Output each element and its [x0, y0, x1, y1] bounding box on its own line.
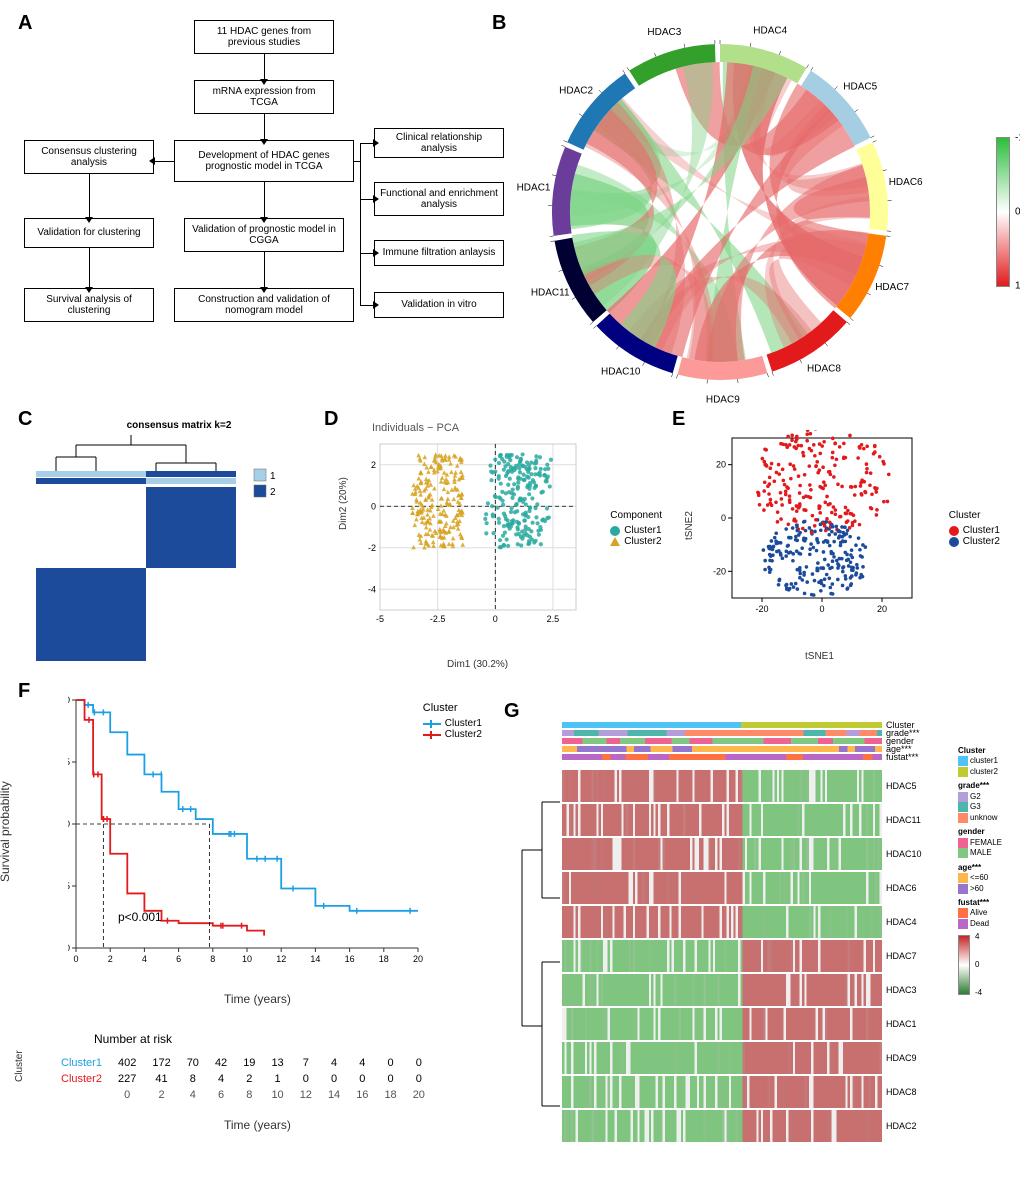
svg-text:2: 2	[270, 487, 276, 498]
panel-d-pca: Individuals − PCA -5 -2.5 0 2.5 -4 -2 0 2 Dim1 …	[332, 420, 662, 670]
tsne-legend-c1: Cluster1	[949, 525, 1000, 536]
survival-plot: 0 2 4 6 8 10 12 14 16 18 20 0.00 0.25 0.50 0.75 1.00	[68, 692, 448, 992]
svg-text:-2.5: -2.5	[430, 614, 446, 624]
panel-g-heatmap: Clustergrade***genderage***fustat***HDAC…	[512, 712, 1002, 1182]
pca-plot: -5 -2.5 0 2.5 -4 -2 0 2	[362, 434, 602, 654]
svg-text:2.5: 2.5	[547, 614, 560, 624]
flowchart-node: Clinical relationship analysis	[374, 128, 504, 158]
dot-icon	[949, 537, 959, 547]
survival-pvalue: p<0.001	[118, 910, 162, 924]
flowchart-node: Validation in vitro	[374, 292, 504, 318]
svg-text:8: 8	[210, 954, 215, 964]
svg-text:HDAC9: HDAC9	[706, 395, 740, 406]
svg-text:0.00: 0.00	[68, 943, 70, 953]
panel-c-consensus: consensus matrix k=2 12	[24, 420, 314, 670]
risk-table-block: Number at risk Cluster Cluster1402172704…	[24, 1032, 494, 1104]
svg-text:2: 2	[108, 954, 113, 964]
flowchart-node: Functional and enrichment analysis	[374, 182, 504, 216]
tsne-plot: -20 0 20 -20 0 20	[708, 430, 938, 640]
svg-text:HDAC2: HDAC2	[559, 86, 593, 97]
svg-text:HDAC8: HDAC8	[807, 363, 841, 374]
svg-text:16: 16	[345, 954, 355, 964]
pca-legend-c1: Cluster1	[610, 525, 662, 536]
svg-text:HDAC7: HDAC7	[875, 282, 909, 293]
svg-text:0: 0	[721, 513, 726, 523]
svg-text:0: 0	[371, 501, 376, 511]
tsne-legend-c2: Cluster2	[949, 536, 1000, 547]
svg-text:HDAC4: HDAC4	[753, 25, 787, 36]
svg-text:0: 0	[493, 614, 498, 624]
pca-legend: Component Cluster1 Cluster2	[610, 510, 662, 547]
svg-text:-20: -20	[713, 566, 726, 576]
svg-text:-4: -4	[368, 584, 376, 594]
svg-text:2: 2	[371, 460, 376, 470]
svg-text:14: 14	[310, 954, 320, 964]
panel-e-tsne: -20 0 20 -20 0 20 tSNE1 tSNE2 Cluster Cluster…	[680, 420, 1000, 670]
pca-legend-c2: Cluster2	[610, 536, 662, 547]
chord-legend-min: -1	[1015, 133, 1020, 144]
svg-text:20: 20	[877, 604, 887, 614]
svg-text:-20: -20	[755, 604, 768, 614]
svg-text:HDAC1: HDAC1	[517, 183, 551, 194]
chord-legend-max: 1	[1015, 281, 1020, 292]
tsne-legend-title: Cluster	[949, 510, 1000, 521]
flowchart-node: Development of HDAC genes prognostic mod…	[174, 140, 354, 182]
flowchart-node: Validation of prognostic model in CGGA	[184, 218, 344, 252]
svg-text:20: 20	[716, 460, 726, 470]
svg-text:0: 0	[819, 604, 824, 614]
svg-text:-2: -2	[368, 543, 376, 553]
svg-text:0.50: 0.50	[68, 819, 70, 829]
svg-text:6: 6	[176, 954, 181, 964]
svg-text:4: 4	[142, 954, 147, 964]
svg-text:1.00: 1.00	[68, 695, 70, 705]
flowchart-node: Immune filtration anlaysis	[374, 240, 504, 266]
svg-text:10: 10	[242, 954, 252, 964]
flowchart-node: mRNA expression from TCGA	[194, 80, 334, 114]
svg-text:HDAC5: HDAC5	[843, 81, 877, 92]
svg-text:0.25: 0.25	[68, 881, 70, 891]
svg-text:0: 0	[73, 954, 78, 964]
risk-ylabel: Cluster	[14, 1050, 25, 1082]
survival-ylabel: Survival probability	[0, 781, 12, 882]
survival-xlabel: Time (years)	[224, 992, 291, 1006]
chord-legend-mid: 0	[1015, 207, 1020, 218]
svg-text:HDAC3: HDAC3	[647, 27, 681, 38]
risk-table-title: Number at risk	[94, 1032, 494, 1046]
svg-text:HDAC6: HDAC6	[889, 177, 923, 188]
flowchart-node: Consensus clustering analysis	[24, 140, 154, 174]
chord-colorbar: -1 0 1	[996, 137, 1010, 287]
flowchart-node: 11 HDAC genes from previous studies	[194, 20, 334, 54]
panel-b-chord: HDAC1 HDAC2 HDAC3 HDAC4 HDAC5 HDAC6 HDAC7 HDAC8…	[500, 12, 1010, 412]
panel-a-flowchart: 11 HDAC genes from previous studies mRNA …	[24, 20, 484, 400]
pca-title: Individuals − PCA	[372, 422, 459, 434]
svg-text:-5: -5	[376, 614, 384, 624]
svg-text:HDAC10: HDAC10	[601, 366, 641, 377]
panel-f-survival: Cluster Cluster1 Cluster2 02468101214161…	[24, 692, 494, 1182]
svg-text:20: 20	[413, 954, 423, 964]
tsne-legend: Cluster Cluster1 Cluster2	[949, 510, 1000, 547]
risk-xlabel: Time (years)	[224, 1118, 291, 1132]
pca-xlabel: Dim1 (30.2%)	[447, 659, 508, 670]
flowchart-node: Construction and validation of nomogram …	[174, 288, 354, 322]
svg-text:0.75: 0.75	[68, 757, 70, 767]
tsne-xlabel: tSNE1	[805, 651, 834, 662]
dot-icon	[949, 526, 959, 536]
svg-text:1: 1	[270, 471, 276, 482]
triangle-icon	[610, 537, 620, 546]
tsne-ylabel: tSNE2	[684, 511, 695, 540]
svg-text:12: 12	[276, 954, 286, 964]
figure-root: A 11 HDAC genes from previous studiesmRN…	[12, 12, 1008, 1190]
consensus-title: consensus matrix k=2	[44, 420, 314, 431]
chord-diagram: HDAC1 HDAC2 HDAC3 HDAC4 HDAC5 HDAC6 HDAC7 HDAC8…	[500, 12, 970, 412]
risk-table: Cluster14021727042191374400Cluster222741…	[52, 1054, 434, 1104]
svg-text:18: 18	[379, 954, 389, 964]
consensus-svg: 12	[24, 431, 314, 661]
pca-legend-title: Component	[610, 510, 662, 521]
pca-ylabel: Dim2 (20%)	[338, 477, 349, 530]
svg-text:HDAC11: HDAC11	[531, 287, 570, 298]
flowchart-node: Survival analysis of clustering	[24, 288, 154, 322]
circle-icon	[610, 526, 620, 536]
